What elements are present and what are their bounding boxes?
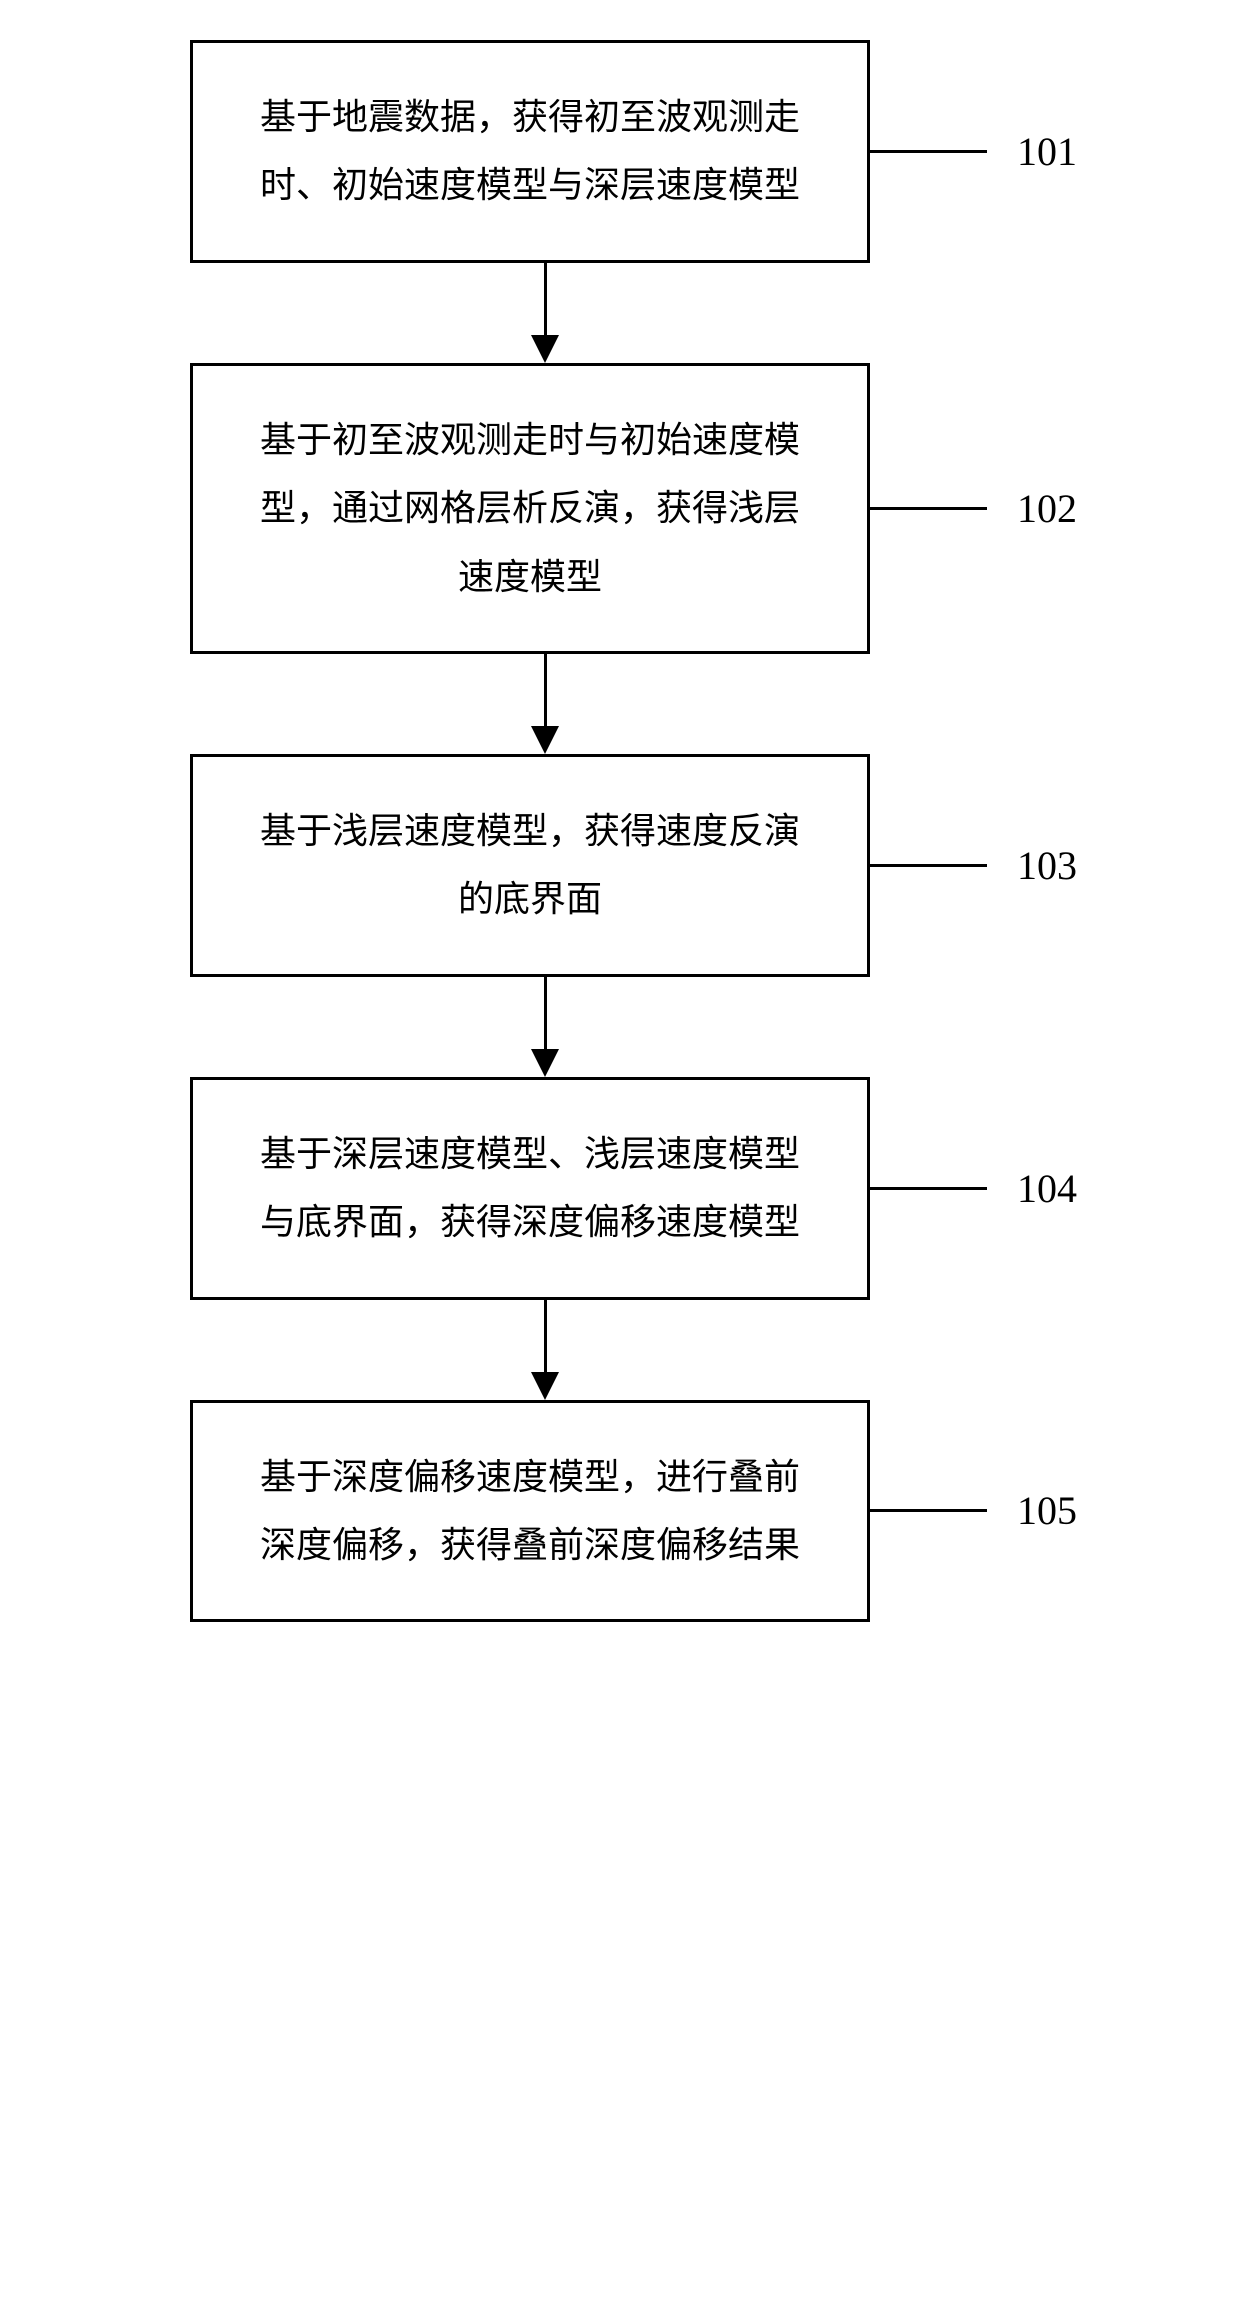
arrow [531,654,559,754]
arrow-shaft [544,1300,547,1372]
flowchart-box-101: 基于地震数据，获得初至波观测走时、初始速度模型与深层速度模型 [190,40,870,263]
connector-line [867,1509,987,1512]
arrow-shaft [544,654,547,726]
connector-group: 103 [867,842,1077,889]
step-number-label: 101 [1017,128,1077,175]
flowchart-box-102: 基于初至波观测走时与初始速度模型，通过网格层析反演，获得浅层速度模型 [190,363,870,654]
step-row: 基于深层速度模型、浅层速度模型与底界面，获得深度偏移速度模型 104 [70,1077,1170,1300]
step-row: 基于地震数据，获得初至波观测走时、初始速度模型与深层速度模型 101 [70,40,1170,263]
connector-line [867,1187,987,1190]
box-text: 基于浅层速度模型，获得速度反演的底界面 [243,797,817,934]
connector-line [867,507,987,510]
connector-line [867,150,987,153]
arrow [531,263,559,363]
step-row: 基于浅层速度模型，获得速度反演的底界面 103 [70,754,1170,977]
box-text: 基于深度偏移速度模型，进行叠前深度偏移，获得叠前深度偏移结果 [243,1443,817,1580]
arrow [531,977,559,1077]
connector-group: 102 [867,485,1077,532]
box-text: 基于深层速度模型、浅层速度模型与底界面，获得深度偏移速度模型 [243,1120,817,1257]
connector-group: 104 [867,1165,1077,1212]
arrow-shaft [544,977,547,1049]
box-text: 基于地震数据，获得初至波观测走时、初始速度模型与深层速度模型 [243,83,817,220]
arrow-head-icon [531,1049,559,1077]
step-number-label: 104 [1017,1165,1077,1212]
flowchart-container: 基于地震数据，获得初至波观测走时、初始速度模型与深层速度模型 101 基于初至波… [70,40,1170,1622]
connector-line [867,864,987,867]
arrow-head-icon [531,335,559,363]
arrow-head-icon [531,1372,559,1400]
step-row: 基于深度偏移速度模型，进行叠前深度偏移，获得叠前深度偏移结果 105 [70,1400,1170,1623]
flowchart-box-104: 基于深层速度模型、浅层速度模型与底界面，获得深度偏移速度模型 [190,1077,870,1300]
connector-group: 101 [867,128,1077,175]
step-row: 基于初至波观测走时与初始速度模型，通过网格层析反演，获得浅层速度模型 102 [70,363,1170,654]
step-number-label: 102 [1017,485,1077,532]
arrow-head-icon [531,726,559,754]
arrow [531,1300,559,1400]
step-number-label: 105 [1017,1487,1077,1534]
flowchart-box-103: 基于浅层速度模型，获得速度反演的底界面 [190,754,870,977]
connector-group: 105 [867,1487,1077,1534]
flowchart-box-105: 基于深度偏移速度模型，进行叠前深度偏移，获得叠前深度偏移结果 [190,1400,870,1623]
box-text: 基于初至波观测走时与初始速度模型，通过网格层析反演，获得浅层速度模型 [243,406,817,611]
arrow-shaft [544,263,547,335]
step-number-label: 103 [1017,842,1077,889]
